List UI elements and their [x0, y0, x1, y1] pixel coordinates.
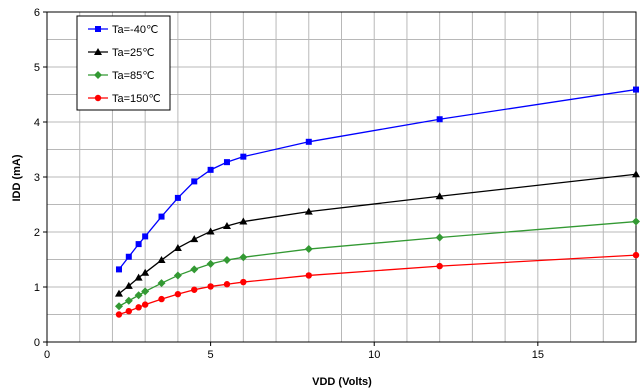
series-3	[114, 217, 640, 311]
x-tick-label: 15	[532, 349, 544, 361]
data-point	[135, 241, 142, 248]
series-line	[118, 173, 637, 295]
series-layer	[114, 86, 640, 318]
y-tick-label: 5	[34, 62, 40, 74]
legend-label: Ta=85℃	[112, 70, 155, 82]
data-point	[632, 251, 640, 259]
data-point	[115, 311, 123, 318]
data-point	[142, 233, 149, 240]
data-point	[191, 178, 198, 185]
data-point	[223, 281, 231, 288]
data-point	[157, 256, 166, 264]
y-tick-label: 2	[34, 227, 40, 239]
data-point	[304, 207, 313, 215]
data-point	[173, 243, 182, 251]
y-axis-title: IDD (mA)	[11, 154, 23, 201]
data-point	[240, 278, 247, 286]
data-point	[141, 268, 150, 276]
data-point	[632, 217, 640, 226]
data-point	[158, 213, 165, 220]
data-point	[222, 221, 231, 229]
data-point	[436, 262, 443, 270]
data-point	[124, 281, 133, 289]
data-point	[158, 295, 165, 303]
data-point	[190, 235, 199, 243]
data-point	[191, 286, 198, 293]
x-axis-title: VDD (Volts)	[312, 376, 372, 388]
data-point	[190, 265, 199, 274]
data-point	[239, 217, 248, 225]
series-4	[115, 251, 640, 318]
data-point	[222, 256, 231, 265]
data-point	[435, 233, 444, 242]
data-point	[305, 272, 312, 279]
legend-marker	[94, 48, 102, 55]
data-point	[632, 170, 640, 178]
y-tick-label: 1	[34, 282, 40, 294]
data-point	[134, 273, 143, 281]
legend-label: Ta=25℃	[112, 47, 155, 59]
y-tick-label: 0	[34, 337, 40, 349]
legend-label: Ta=150℃	[112, 93, 161, 105]
data-point	[633, 86, 639, 93]
data-point	[207, 283, 214, 290]
x-tick-labels: 0 5 10 15	[44, 349, 544, 361]
data-point	[305, 138, 312, 145]
legend: Ta=-40℃ Ta=25℃ Ta=85℃ Ta=150℃	[76, 15, 171, 111]
data-point	[174, 194, 181, 201]
data-point	[206, 227, 215, 235]
series-line	[118, 254, 637, 316]
legend-marker	[94, 71, 102, 79]
data-point	[134, 291, 143, 300]
data-point	[174, 290, 182, 298]
x-tick-label: 10	[368, 349, 380, 361]
y-tick-label: 4	[34, 117, 40, 129]
y-tick-label: 6	[34, 7, 40, 19]
data-point	[304, 245, 313, 254]
legend-label: Ta=-40℃	[112, 24, 158, 36]
data-point	[141, 301, 149, 308]
data-point	[436, 116, 443, 123]
data-point	[141, 287, 150, 296]
data-point	[239, 253, 248, 262]
data-point	[435, 192, 444, 200]
data-point	[223, 159, 230, 166]
data-point	[206, 259, 215, 268]
legend-box	[76, 15, 171, 111]
legend-marker	[95, 26, 101, 32]
series-1	[115, 86, 639, 273]
series-line	[118, 220, 637, 307]
series-2	[114, 170, 640, 297]
y-tick-label: 3	[34, 172, 40, 184]
x-tick-label: 0	[44, 349, 50, 361]
data-point	[157, 279, 166, 288]
data-point	[240, 153, 247, 160]
data-point	[114, 289, 123, 297]
grid-lines	[47, 12, 636, 342]
y-tick-labels: 0 1 2 3 4 5 6	[34, 7, 40, 349]
data-point	[135, 304, 142, 311]
data-point	[125, 308, 133, 315]
data-point	[115, 266, 122, 273]
data-point	[207, 166, 214, 173]
legend-marker	[94, 94, 102, 102]
data-point	[114, 302, 123, 311]
data-point	[173, 271, 182, 280]
data-point	[125, 253, 132, 260]
x-tick-label: 5	[208, 349, 214, 361]
data-point	[124, 296, 133, 305]
